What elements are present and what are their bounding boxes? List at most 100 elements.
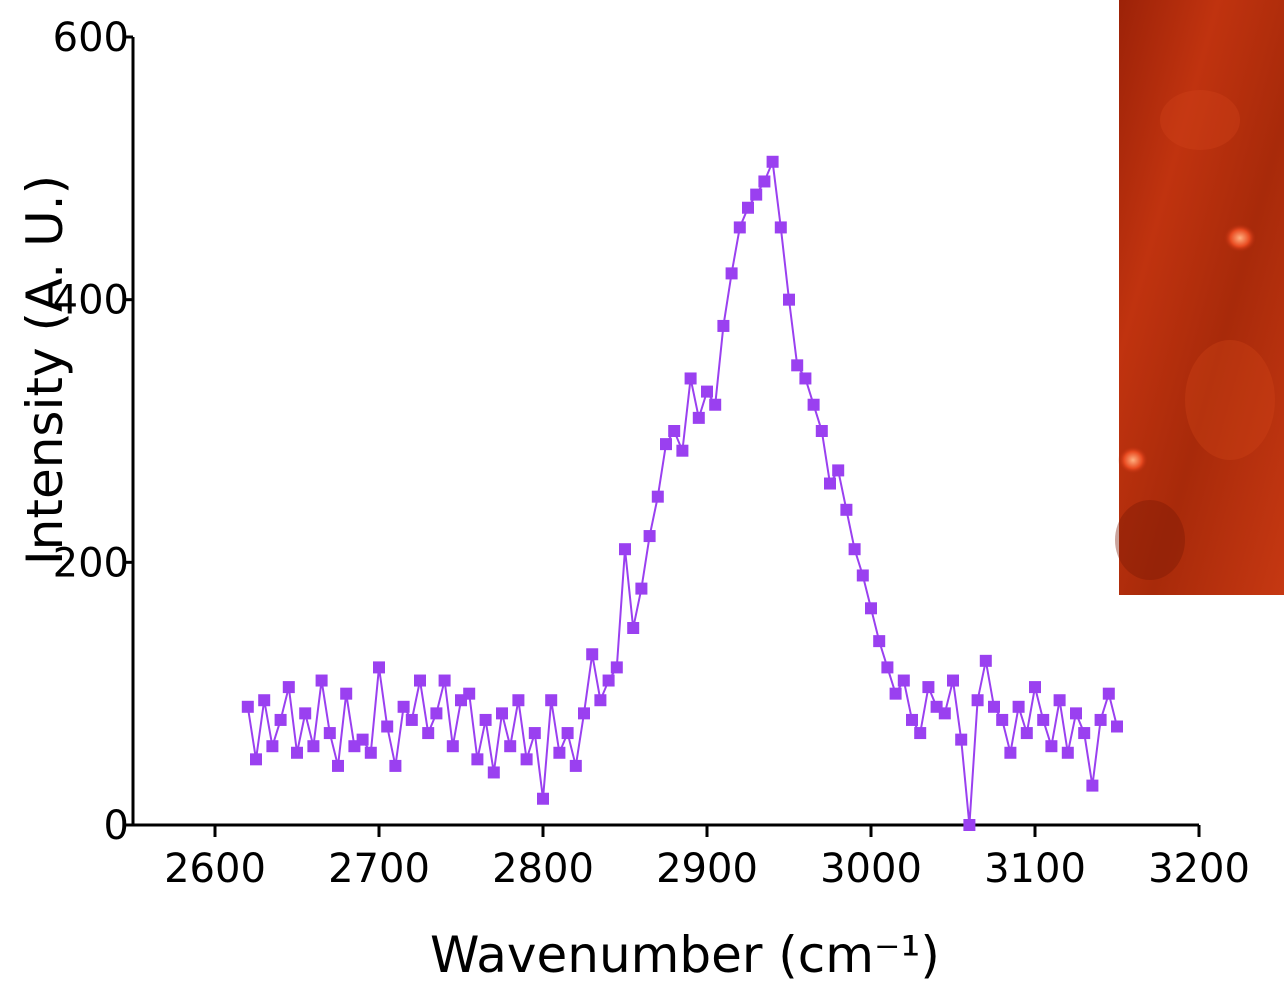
- data-point: [414, 674, 426, 687]
- data-point: [750, 188, 763, 201]
- x-tick-label: 3200: [1148, 846, 1250, 892]
- data-point: [274, 713, 287, 726]
- data-point: [569, 759, 582, 772]
- data-point: [610, 661, 623, 674]
- data-point: [815, 425, 828, 437]
- data-point: [840, 503, 853, 516]
- data-point: [627, 622, 640, 634]
- data-point: [832, 464, 845, 477]
- data-point: [315, 674, 328, 687]
- data-point: [1111, 720, 1123, 733]
- data-point: [250, 753, 262, 766]
- data-point: [446, 740, 459, 753]
- x-tick-label: 3000: [820, 846, 922, 892]
- data-point: [528, 727, 541, 740]
- data-point: [1045, 740, 1058, 753]
- data-point: [323, 727, 336, 740]
- data-point: [881, 661, 894, 674]
- data-point: [889, 687, 902, 700]
- y-axis-label: Intensity (A. U.): [16, 175, 74, 565]
- data-point: [430, 707, 443, 720]
- x-tick-label: 3100: [984, 846, 1086, 892]
- data-point: [725, 267, 738, 280]
- data-point: [709, 398, 722, 411]
- data-point: [676, 444, 689, 457]
- data-point: [496, 707, 508, 720]
- data-point: [356, 733, 369, 746]
- data-point: [856, 569, 869, 582]
- data-point: [1029, 681, 1041, 694]
- inset-image: [1115, 0, 1284, 595]
- data-point: [758, 175, 771, 188]
- x-axis-label: Wavenumber (cm⁻¹): [430, 926, 940, 982]
- data-point: [733, 221, 746, 234]
- x-tick-label: 2900: [656, 846, 758, 892]
- x-tick-label: 2600: [164, 846, 266, 892]
- data-point: [684, 372, 697, 385]
- data-point: [520, 753, 533, 766]
- data-point: [299, 707, 312, 720]
- data-point: [643, 530, 656, 543]
- data-point: [373, 661, 385, 674]
- data-point: [332, 759, 344, 772]
- data-point: [1012, 700, 1025, 713]
- data-point: [438, 674, 451, 687]
- data-point: [979, 654, 992, 667]
- data-point: [807, 398, 820, 411]
- data-point: [578, 707, 590, 720]
- data-point: [897, 674, 910, 687]
- data-point: [619, 543, 631, 556]
- data-point: [774, 221, 787, 234]
- y-tick-label: 600: [53, 15, 129, 61]
- data-point: [487, 766, 500, 779]
- x-tick-label: 2700: [328, 846, 430, 892]
- data-point: [922, 681, 935, 694]
- data-point: [561, 727, 574, 740]
- data-point: [791, 359, 804, 372]
- y-tick-label: 200: [53, 540, 129, 586]
- data-point: [1094, 713, 1107, 726]
- data-point: [955, 733, 968, 746]
- data-point: [865, 602, 877, 615]
- data-point: [963, 819, 976, 831]
- data-point: [364, 746, 377, 759]
- data-point: [971, 694, 984, 707]
- data-point: [996, 713, 1009, 726]
- data-point: [258, 694, 271, 707]
- data-point: [389, 759, 402, 772]
- data-point: [660, 438, 672, 451]
- data-point: [463, 687, 476, 700]
- data-point: [766, 155, 779, 168]
- data-point: [1053, 694, 1066, 707]
- data-point: [906, 713, 918, 726]
- data-point: [553, 746, 566, 759]
- data-point: [1086, 779, 1099, 792]
- data-point: [742, 201, 754, 214]
- data-point: [873, 635, 886, 648]
- data-line: [246, 157, 1118, 826]
- data-point: [340, 687, 353, 700]
- data-point: [307, 740, 320, 753]
- data-point: [291, 746, 303, 759]
- data-point: [938, 707, 951, 720]
- data-point: [405, 713, 418, 726]
- data-point: [717, 319, 730, 332]
- data-point: [947, 674, 959, 687]
- data-point: [799, 372, 812, 385]
- data-point: [824, 477, 836, 490]
- data-point: [241, 700, 254, 713]
- data-point: [848, 543, 861, 556]
- data-point: [1061, 746, 1074, 759]
- data-point: [1004, 746, 1017, 759]
- data-point: [783, 293, 795, 306]
- data-point: [602, 674, 615, 687]
- data-point: [1078, 727, 1091, 740]
- data-point: [594, 694, 607, 707]
- data-point: [988, 700, 1000, 713]
- data-point: [586, 648, 599, 661]
- data-point: [512, 694, 525, 707]
- data-point: [471, 753, 484, 766]
- data-point: [1020, 727, 1033, 740]
